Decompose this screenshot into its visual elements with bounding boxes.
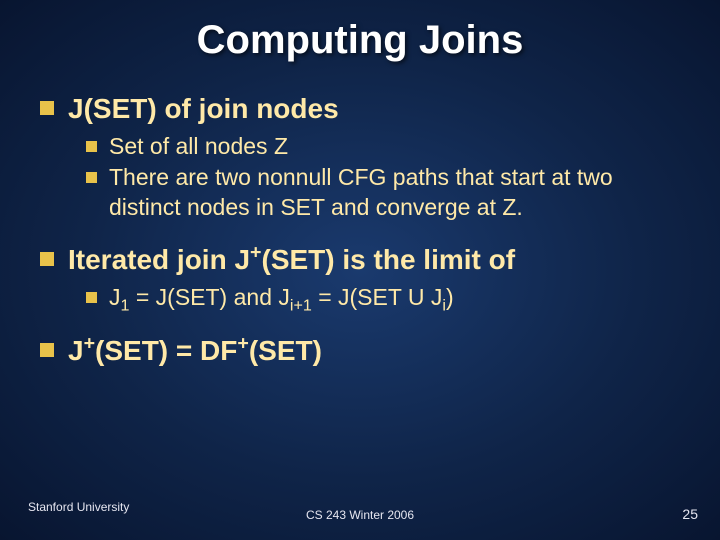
square-bullet-icon [86,141,97,152]
square-bullet-icon [40,252,54,266]
text-run: Iterated join J [68,244,250,275]
text-run: = J(SET) and J [129,284,289,310]
text-run: = J(SET U J [312,284,443,310]
square-bullet-icon [40,343,54,357]
slide-number: 25 [682,506,698,522]
sub-bullet-text: There are two nonnull CFG paths that sta… [109,163,680,222]
text-run: J [68,335,84,366]
text-run: (SET) [249,335,322,366]
bullet-text: Iterated join J+(SET) is the limit of [68,242,515,277]
subscript: i+1 [290,297,312,315]
superscript: + [84,332,95,354]
slide-title: Computing Joins [40,18,680,63]
bullet-text: J(SET) of join nodes [68,91,339,126]
bullet-item: J(SET) of join nodes [40,91,680,126]
superscript: + [237,332,248,354]
sub-bullet-item: Set of all nodes Z [86,132,680,161]
square-bullet-icon [86,172,97,183]
text-run: (SET) = DF [95,335,237,366]
footer-left: Stanford University [28,500,129,514]
bullet-item: J+(SET) = DF+(SET) [40,333,680,368]
text-run: ) [446,284,454,310]
footer-center: CS 243 Winter 2006 [306,508,414,522]
sub-bullet-text: Set of all nodes Z [109,132,288,161]
square-bullet-icon [86,292,97,303]
slide-content: J(SET) of join nodes Set of all nodes Z … [40,91,680,368]
bullet-item: Iterated join J+(SET) is the limit of [40,242,680,277]
slide: Computing Joins J(SET) of join nodes Set… [0,0,720,540]
sub-bullet-item: J1 = J(SET) and Ji+1 = J(SET U Ji) [86,283,680,312]
sub-bullet-text: J1 = J(SET) and Ji+1 = J(SET U Ji) [109,283,454,312]
text-run: (SET) is the limit of [262,244,516,275]
text-run: J [109,284,121,310]
superscript: + [250,242,261,264]
square-bullet-icon [40,101,54,115]
bullet-text: J+(SET) = DF+(SET) [68,333,322,368]
sub-bullet-item: There are two nonnull CFG paths that sta… [86,163,680,222]
